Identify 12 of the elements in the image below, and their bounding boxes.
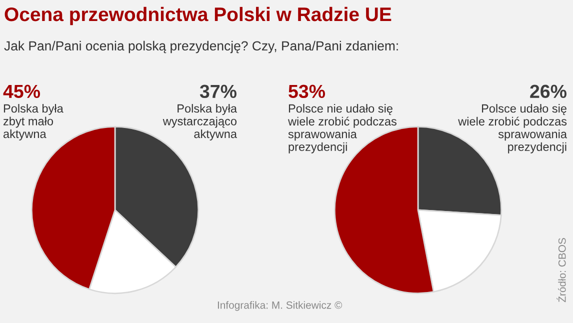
slice-label: Polsce udało się wiele zrobić podczas sprawowania prezydencji [458,104,568,154]
slice-label: Polska była wystarczająco aktywna [162,104,237,140]
data-label: 37% [200,84,237,98]
text: Źródło: CBOS [556,238,566,302]
data-label: 26% [530,84,567,98]
slice-label: Polsce nie udało się wiele zrobić podczas sprawowania prezydencji [288,104,396,154]
slice-label: Polska była zbyt mało aktywna [3,104,64,140]
data-label: 45% [3,84,40,98]
chart-subtitle: Jak Pan/Pani ocenia polską prezydencję? Czy, Pana/Pani zdaniem: [4,40,398,54]
data-label: 53% [288,84,326,98]
chart-title: Ocena przewodnictwa Polski w Radzie UE [4,6,392,26]
text: Infografika: M. Sitkiewicz © [218,301,342,311]
